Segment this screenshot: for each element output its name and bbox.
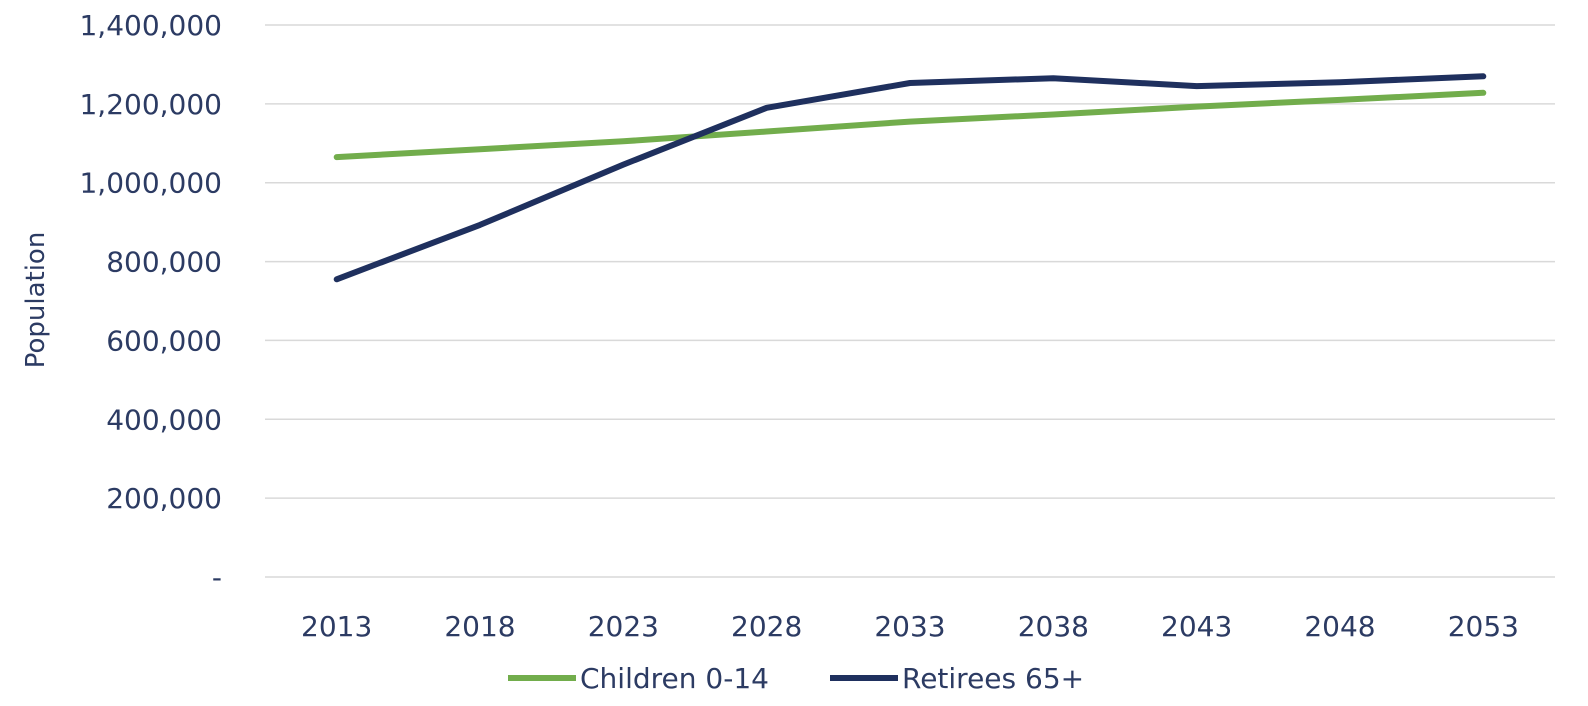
x-axis-tick-labels: 2013 2018 2023 2028 2033 2038 2043 2048 2053 — [301, 610, 1519, 643]
x-tick-label: 2033 — [874, 610, 945, 643]
data-series — [333, 73, 1487, 283]
series-line — [333, 89, 1487, 161]
x-tick-label: 2043 — [1161, 610, 1232, 643]
y-tick-label: 1,000,000 — [79, 167, 222, 200]
y-tick-label: 1,200,000 — [79, 88, 222, 121]
gridlines — [265, 24, 1555, 578]
x-tick-label: 2028 — [731, 610, 802, 643]
y-tick-label: 800,000 — [106, 246, 222, 279]
y-tick-label: 200,000 — [106, 482, 222, 515]
x-tick-label: 2053 — [1448, 610, 1519, 643]
y-axis-tick-labels: - 200,000 400,000 600,000 800,000 1,000,000 1,… — [79, 9, 222, 594]
x-tick-label: 2023 — [588, 610, 659, 643]
legend: Children 0-14 Retirees 65+ — [508, 662, 1084, 695]
x-tick-label: 2048 — [1304, 610, 1375, 643]
y-tick-label: 600,000 — [106, 324, 222, 357]
y-tick-label: 400,000 — [106, 403, 222, 436]
x-tick-label: 2018 — [444, 610, 515, 643]
y-tick-label: 1,400,000 — [79, 9, 222, 42]
legend-label: Retirees 65+ — [902, 662, 1084, 695]
y-axis-label: Population — [21, 232, 51, 369]
y-tick-label: - — [212, 561, 222, 594]
series-line — [333, 73, 1487, 283]
x-tick-label: 2013 — [301, 610, 372, 643]
legend-label: Children 0-14 — [580, 662, 769, 695]
x-tick-label: 2038 — [1018, 610, 1089, 643]
